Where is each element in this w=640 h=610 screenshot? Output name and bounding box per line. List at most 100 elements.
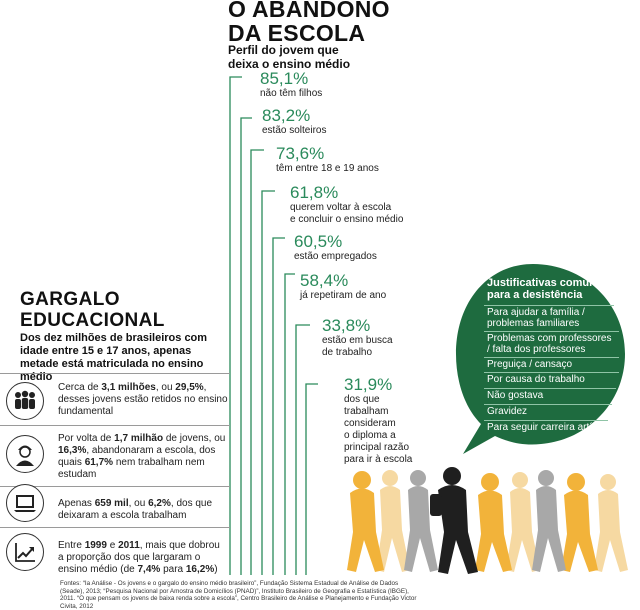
stat-label: estão solteiros (262, 125, 327, 136)
reason-text: Não gostava (487, 390, 544, 401)
section-subtitle: Dos dez milhões de brasileiros com idade… (20, 332, 208, 383)
young-person-icon (6, 435, 44, 473)
stat-percent: 85,1% (260, 69, 309, 88)
stat-label: não têm filhos (260, 88, 323, 99)
stat-item: 31,9% dos que trabalham consideram o dip… (344, 376, 412, 466)
stat-item: 73,6% têm entre 18 e 19 anos (276, 145, 379, 175)
fact-text-part: e (106, 540, 119, 551)
divider (484, 404, 612, 405)
fact-highlight: 7,4% (137, 564, 161, 575)
divider (0, 425, 230, 426)
reason-text: / falta dos professores (487, 344, 586, 355)
stat-label: de trabalho (322, 347, 373, 358)
stat-item: 60,5% estão empregados (294, 233, 377, 263)
stat-item: 61,8% querem voltar à escola e concluir … (290, 184, 403, 226)
stat-percent: 61,8% (290, 183, 339, 202)
stat-label: e concluir o ensino médio (290, 214, 404, 225)
stat-label: estão empregados (294, 251, 377, 262)
fact-text: Apenas 659 mil, ou 6,2%, dos que deixara… (58, 498, 228, 522)
fact-text-part: , abandonaram a escola, dos quais (58, 445, 216, 468)
fact-text: Cerca de 3,1 milhões, ou 29,5%, desses j… (58, 382, 228, 418)
stat-item: 58,4% já repetiram de ano (300, 272, 386, 302)
stat-percent: 33,8% (322, 316, 371, 335)
reason-item: Não gostava (487, 390, 543, 401)
reason-text: Preguiça / cansaço (487, 359, 573, 370)
divider (484, 305, 614, 306)
group-of-people-icon (6, 382, 44, 420)
stat-label: dos que (344, 394, 380, 405)
stat-label: para ir à escola (344, 454, 413, 465)
divider (484, 357, 619, 358)
fact-text-part: ) (214, 564, 218, 575)
stat-label: principal razão (344, 442, 410, 453)
reason-item: Por causa do trabalho (487, 374, 585, 385)
fact-highlight: 1999 (84, 540, 107, 551)
fact-text-part: de jovens, ou (163, 433, 226, 444)
fact-highlight: 659 mil (94, 498, 129, 509)
stat-item: 33,8% estão em busca de trabalho (322, 317, 393, 359)
fact-text-part: nem trabalham nem estudam (58, 457, 205, 480)
subtitle-line-2: deixa o ensino médio (228, 57, 351, 71)
fact-highlight: 29,5% (175, 382, 204, 393)
reason-text: Para seguir carreira artística (487, 422, 613, 433)
reasons-title: Justificativas comuns para a desistência (487, 277, 602, 301)
reason-item: Preguiça / cansaço (487, 359, 572, 370)
fact-text-part: , desses jovens estão retidos no ensino … (58, 382, 228, 417)
divider (0, 373, 230, 374)
fact-text-part: , mais que dobrou a proporção dos que la… (58, 540, 220, 575)
reason-item: Para seguir carreira artística (487, 422, 613, 433)
fact-highlight: 3,1 milhões (101, 382, 156, 393)
reason-text: Problemas com professores (487, 333, 612, 344)
stat-label: querem voltar à escola (290, 202, 392, 213)
fact-highlight: 2011 (118, 540, 140, 551)
stat-item: 85,1% não têm filhos (260, 70, 322, 100)
divider (0, 486, 230, 487)
fact-highlight: 16,2% (185, 564, 215, 575)
reasons-title-line-2: para a desistência (487, 289, 583, 301)
fact-text-part: , dos que deixaram a escola trabalham (58, 498, 213, 521)
page-title: O ABANDONO DA ESCOLA (228, 0, 390, 45)
page-subtitle: Perfil do jovem que deixa o ensino médio (228, 43, 350, 71)
fact-text-part: Entre (58, 540, 85, 551)
stat-percent: 58,4% (300, 271, 349, 290)
reason-item: Problemas com professores / falta dos pr… (487, 333, 612, 355)
fact-text-part: Por volta de (58, 433, 115, 444)
stat-label: consideram (344, 418, 396, 429)
stat-percent: 60,5% (294, 232, 343, 251)
stat-percent: 83,2% (262, 106, 311, 125)
reasons-bubble (456, 264, 625, 454)
stat-label: têm entre 18 e 19 anos (276, 163, 379, 174)
divider (484, 420, 608, 421)
reason-item: Para ajudar a família / problemas famili… (487, 307, 585, 329)
stat-label: estão em busca (322, 335, 393, 346)
stat-label: já repetiram de ano (300, 290, 387, 301)
reason-text: problemas familiares (487, 318, 580, 329)
fact-text: Por volta de 1,7 milhão de jovens, ou 16… (58, 433, 228, 481)
reason-item: Gravidez (487, 406, 527, 417)
reason-text: Por causa do trabalho (487, 374, 585, 385)
laptop-icon (6, 484, 44, 522)
fact-text-part: , ou (155, 382, 176, 393)
stat-percent: 73,6% (276, 144, 325, 163)
walking-students-illustration (347, 467, 628, 574)
section-title: GARGALO EDUCACIONAL (20, 289, 165, 331)
subtitle-line-1: Perfil do jovem que (228, 43, 339, 57)
reason-text: Gravidez (487, 406, 528, 417)
section-title-line-1: GARGALO (20, 289, 120, 310)
divider (484, 372, 619, 373)
divider (0, 527, 230, 528)
title-line-2: DA ESCOLA (228, 20, 366, 46)
divider (484, 388, 616, 389)
fact-highlight: 61,7% (84, 457, 114, 468)
fact-highlight: 16,3% (58, 445, 87, 456)
stat-label: trabalham (344, 406, 389, 417)
section-title-line-2: EDUCACIONAL (20, 310, 165, 331)
rising-chart-icon (6, 533, 44, 571)
divider (484, 331, 619, 332)
reasons-title-line-1: Justificativas comuns (487, 277, 602, 289)
fact-text-part: Apenas (58, 498, 95, 509)
fact-highlight: 1,7 milhão (114, 433, 164, 444)
stat-label: o diploma a (344, 430, 396, 441)
sources-note: Fontes: “Ia Análise - Os jovens e o garg… (60, 580, 417, 610)
